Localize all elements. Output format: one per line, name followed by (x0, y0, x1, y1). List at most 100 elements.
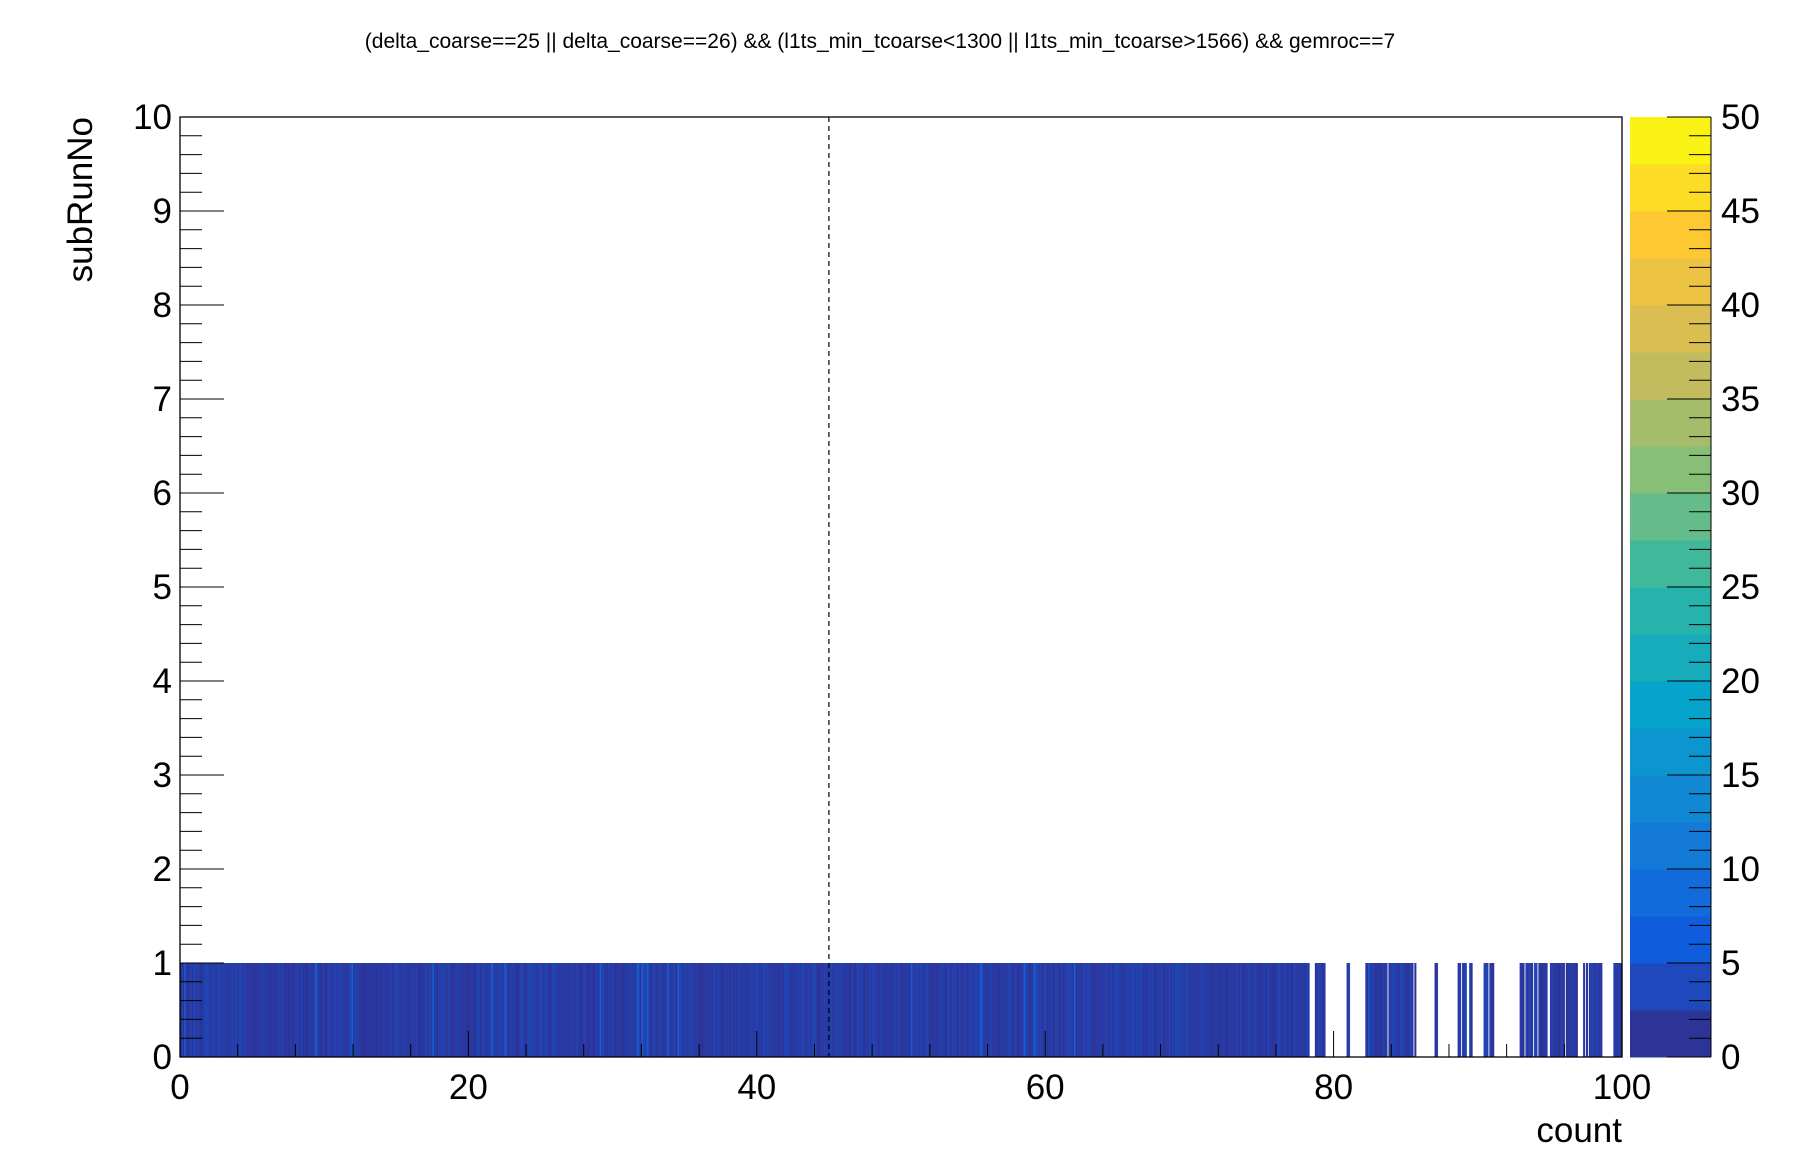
heatmap-bin (1596, 963, 1599, 1057)
color-scale-bar (1630, 117, 1711, 1058)
z-tick-label: 5 (1721, 944, 1740, 983)
heatmap-bin (798, 963, 801, 1057)
heatmap-bin (1035, 963, 1038, 1057)
heatmap-bin (419, 963, 422, 1057)
color-scale-cell (1630, 634, 1711, 682)
heatmap-bin (386, 963, 389, 1057)
heatmap-bin (342, 963, 345, 1057)
heatmap-bin (1162, 963, 1165, 1057)
heatmap-bin (276, 963, 279, 1057)
heatmap-bin (794, 963, 797, 1057)
x-tick-label: 80 (1314, 1068, 1353, 1107)
heatmap-bin (977, 963, 980, 1057)
heatmap-bin (831, 963, 834, 1057)
heatmap-bin (370, 963, 373, 1057)
heatmap-bin (394, 963, 397, 1057)
heatmap-bin (533, 963, 536, 1057)
heatmap-bin (442, 963, 445, 1057)
heatmap-bin (828, 963, 831, 1057)
heatmap-bin (963, 963, 966, 1057)
heatmap-bin (1182, 963, 1185, 1057)
heatmap-bin (893, 963, 896, 1057)
heatmap-bin (1066, 963, 1069, 1057)
heatmap-bin (844, 963, 847, 1057)
heatmap-bin (187, 963, 190, 1057)
heatmap-bin (1114, 963, 1117, 1057)
heatmap-bin (1559, 963, 1563, 1057)
heatmap-bin (1280, 963, 1283, 1057)
heatmap-bin (227, 963, 230, 1057)
heatmap-bin (1346, 963, 1349, 1057)
heatmap-bin (994, 963, 997, 1057)
heatmap-bin (635, 963, 638, 1057)
heatmap-bin (1568, 963, 1571, 1057)
heatmap-bin (1078, 963, 1081, 1057)
heatmap-bin (363, 963, 366, 1057)
heatmap-bin (194, 963, 197, 1057)
heatmap-bin (530, 963, 533, 1057)
heatmap-bin (719, 963, 722, 1057)
heatmap-bin (797, 963, 800, 1057)
heatmap-bin (1369, 963, 1372, 1057)
heatmap-bin (941, 963, 944, 1057)
heatmap-bin (935, 963, 938, 1057)
heatmap-bin (1231, 963, 1234, 1057)
heatmap-bin (807, 963, 810, 1057)
heatmap-bin (1130, 963, 1133, 1057)
heatmap-bin (1143, 963, 1146, 1057)
heatmap-bin (756, 963, 759, 1057)
heatmap-bin (1322, 963, 1325, 1057)
heatmap-bin (425, 963, 428, 1057)
heatmap-bin (524, 963, 527, 1057)
heatmap-bin (913, 963, 917, 1057)
heatmap-bin (661, 963, 664, 1057)
heatmap-bin (579, 963, 582, 1057)
color-scale-cell (1630, 399, 1711, 447)
heatmap-bin (870, 963, 873, 1057)
heatmap-bin (327, 963, 330, 1057)
heatmap-bin (762, 963, 765, 1057)
heatmap-bin (647, 963, 650, 1057)
heatmap-bin (926, 963, 929, 1057)
heatmap-bin (260, 963, 263, 1057)
heatmap-bin (851, 963, 855, 1057)
heatmap-bin (438, 963, 441, 1057)
heatmap-bin (383, 963, 386, 1057)
heatmap-bin (606, 963, 609, 1057)
heatmap-bin (645, 963, 648, 1057)
heatmap-bin (596, 963, 599, 1057)
z-tick-label: 20 (1721, 662, 1760, 701)
heatmap-bin (1082, 963, 1085, 1057)
heatmap-bin (909, 963, 912, 1057)
heatmap-bin (210, 963, 213, 1057)
heatmap-bin (768, 963, 771, 1057)
heatmap-bin (366, 963, 369, 1057)
heatmap-bin (185, 963, 188, 1057)
heatmap-bin (247, 963, 250, 1057)
heatmap-bin (302, 963, 305, 1057)
heatmap-bin (916, 963, 919, 1057)
heatmap-bin (543, 963, 546, 1057)
heatmap-bin (1206, 963, 1209, 1057)
heatmap-bin (1528, 963, 1531, 1057)
heatmap-bin (1160, 963, 1163, 1057)
heatmap-bin (1102, 963, 1105, 1057)
heatmap-bin (622, 963, 625, 1057)
heatmap-bin (257, 963, 260, 1057)
heatmap-bin (658, 963, 661, 1057)
color-scale-cell (1630, 211, 1711, 259)
heatmap-bin (696, 963, 699, 1057)
heatmap-bin (566, 963, 569, 1057)
heatmap-bin (811, 963, 814, 1057)
heatmap-bin (546, 963, 549, 1057)
heatmap-bin (713, 963, 716, 1057)
heatmap-bin (423, 963, 426, 1057)
heatmap-bin (242, 963, 245, 1057)
heatmap-bin (1222, 963, 1225, 1057)
heatmap-bin (446, 963, 449, 1057)
heatmap-bin (748, 963, 751, 1057)
heatmap-bin (1303, 963, 1306, 1057)
heatmap-bin (368, 963, 371, 1057)
heatmap-bin (997, 963, 1000, 1057)
y-tick-label: 3 (153, 756, 172, 795)
